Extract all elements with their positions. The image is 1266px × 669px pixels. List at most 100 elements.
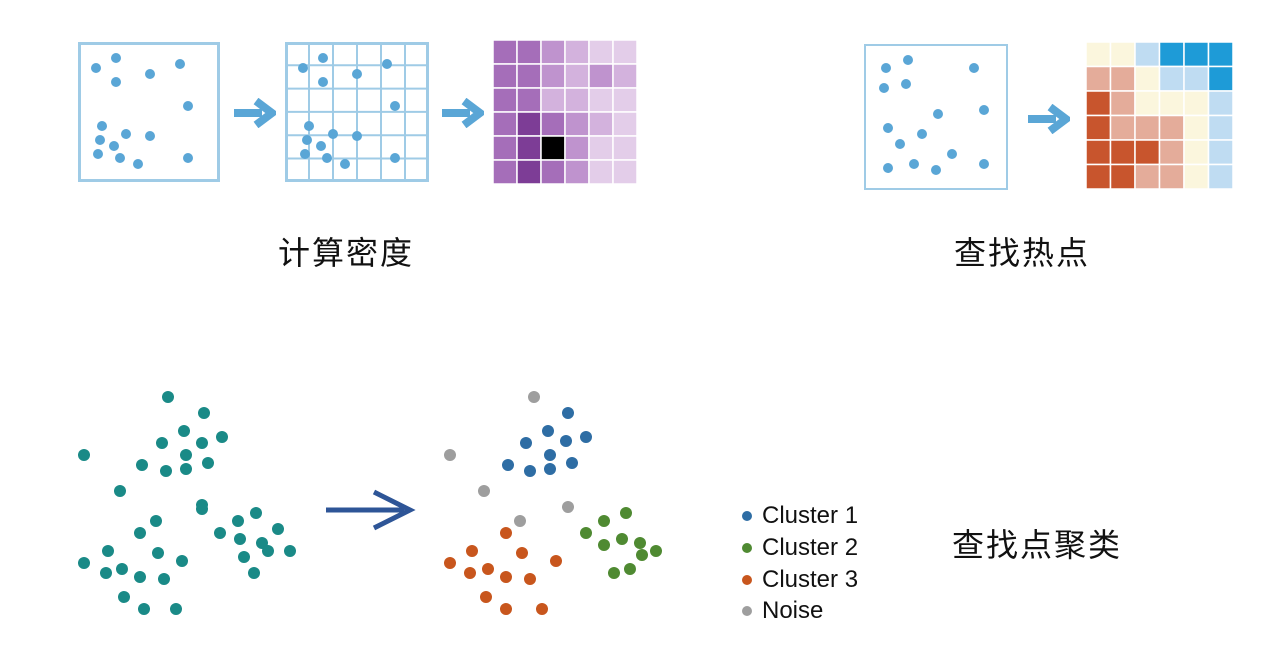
- input-point: [78, 449, 90, 461]
- hotspot-cell: [1183, 139, 1210, 166]
- density-cell: [493, 40, 518, 65]
- hotspot-cell: [1183, 163, 1210, 190]
- cluster-2-point: [650, 545, 662, 557]
- cluster-3-point: [480, 591, 492, 603]
- hotspot-cell: [1086, 139, 1112, 166]
- density-cell: [516, 111, 542, 137]
- arrow-right-icon: [1028, 104, 1070, 134]
- density-point: [145, 131, 155, 141]
- density-point: [121, 129, 131, 139]
- density-cell: [540, 135, 566, 161]
- cluster-2-point: [624, 563, 636, 575]
- density-cell: [493, 111, 518, 137]
- input-point: [196, 437, 208, 449]
- density-point: [111, 77, 121, 87]
- hotspot-cell: [1086, 114, 1112, 141]
- input-point: [214, 527, 226, 539]
- density-cell: [540, 63, 566, 89]
- cluster-2-point: [608, 567, 620, 579]
- density-point: [340, 159, 350, 169]
- density-point: [304, 121, 314, 131]
- cluster-1-point: [524, 465, 536, 477]
- hotspot-cell: [1109, 65, 1136, 92]
- cluster-1-point: [560, 435, 572, 447]
- hotspot-cell: [1183, 65, 1210, 92]
- cluster-1-point: [566, 457, 578, 469]
- hotspot-cell: [1109, 114, 1136, 141]
- input-point: [156, 437, 168, 449]
- input-point: [238, 551, 250, 563]
- hotspot-cell: [1207, 42, 1234, 68]
- cluster-3-point: [482, 563, 494, 575]
- density-cell: [612, 63, 637, 89]
- density-point: [316, 141, 326, 151]
- hotspot-caption: 查找热点: [954, 234, 1091, 272]
- density-cell: [564, 87, 590, 113]
- density-point: [91, 63, 101, 73]
- legend-swatch: [742, 575, 752, 585]
- density-cell: [612, 111, 637, 137]
- density-cell: [516, 87, 542, 113]
- input-point: [176, 555, 188, 567]
- hotspot-cell: [1183, 90, 1210, 117]
- density-cell: [493, 159, 518, 184]
- cluster-3-point: [550, 555, 562, 567]
- legend-item-cluster-3: Cluster 3: [742, 566, 858, 594]
- density-cell: [564, 40, 590, 65]
- input-point: [180, 463, 192, 475]
- hotspot-cell: [1207, 90, 1234, 117]
- hotspot-surface: [1086, 42, 1234, 190]
- cluster-1-point: [544, 463, 556, 475]
- input-point: [272, 523, 284, 535]
- density-cell: [612, 135, 637, 161]
- hotspot-point: [947, 149, 957, 159]
- density-cell: [516, 63, 542, 89]
- cluster-3-point: [466, 545, 478, 557]
- cluster-2-point: [580, 527, 592, 539]
- cluster-input-points: [78, 391, 296, 615]
- cluster-1-point: [562, 407, 574, 419]
- hotspot-point: [909, 159, 919, 169]
- hotspot-point: [969, 63, 979, 73]
- cluster-3-point: [444, 557, 456, 569]
- cluster-legend: Cluster 1 Cluster 2 Cluster 3 Noise: [742, 500, 902, 630]
- hotspot-point: [979, 159, 989, 169]
- hotspot-panel-points: [864, 44, 1008, 190]
- hotspot-cell: [1134, 163, 1161, 190]
- hotspot-cell: [1086, 163, 1112, 190]
- hotspot-cell: [1183, 42, 1210, 68]
- input-point: [248, 567, 260, 579]
- input-point: [114, 485, 126, 497]
- hotspot-cell: [1134, 139, 1161, 166]
- cluster-3-point: [464, 567, 476, 579]
- hotspot-cell: [1158, 163, 1185, 190]
- density-cell: [588, 111, 614, 137]
- cluster-1-point: [544, 449, 556, 461]
- cluster-3-point: [500, 571, 512, 583]
- density-point: [318, 53, 328, 63]
- arrow-right-icon: [442, 98, 484, 128]
- arrow-right-icon: [234, 98, 276, 128]
- legend-swatch: [742, 511, 752, 521]
- hotspot-cell: [1109, 139, 1136, 166]
- input-point: [284, 545, 296, 557]
- legend-item-cluster-2: Cluster 2: [742, 534, 858, 562]
- density-surface: [493, 40, 637, 184]
- hotspot-cell: [1086, 42, 1112, 68]
- density-point: [111, 53, 121, 63]
- legend-label: Cluster 2: [762, 534, 859, 561]
- density-cell: [564, 135, 590, 161]
- input-point: [202, 457, 214, 469]
- input-point: [78, 557, 90, 569]
- hotspot-cell: [1134, 42, 1161, 68]
- density-cell: [564, 111, 590, 137]
- input-point: [134, 571, 146, 583]
- legend-swatch: [742, 606, 752, 616]
- hotspot-cell: [1158, 90, 1185, 117]
- density-point: [352, 131, 362, 141]
- input-point: [102, 545, 114, 557]
- cluster-2-point: [616, 533, 628, 545]
- density-point: [97, 121, 107, 131]
- density-point: [93, 149, 103, 159]
- hotspot-cell: [1158, 42, 1185, 68]
